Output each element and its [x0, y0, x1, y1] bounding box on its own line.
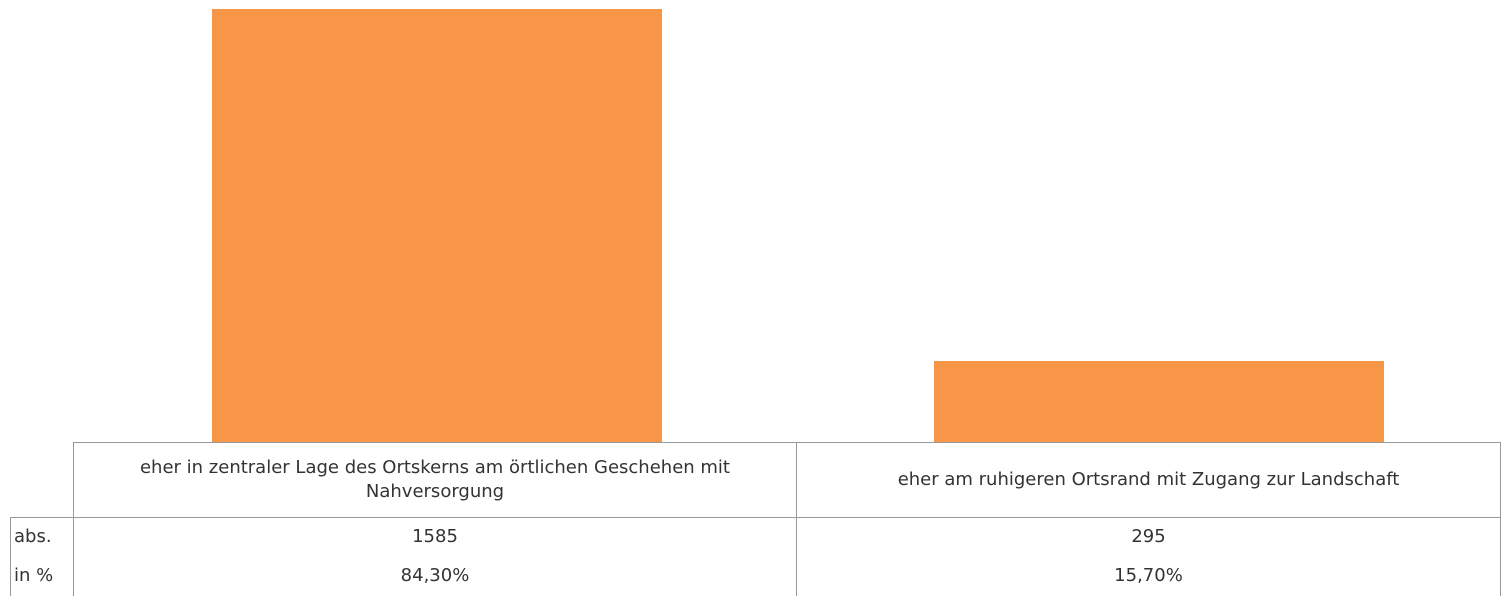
category-header: eher in zentraler Lage des Ortskerns am …: [73, 442, 796, 517]
row-label: abs.: [10, 517, 73, 556]
abs-value: 295: [796, 517, 1501, 556]
abs-value: 1585: [73, 517, 796, 556]
percent-value: 84,30%: [73, 556, 796, 596]
bar: [211, 9, 662, 442]
row-label: in %: [10, 556, 73, 596]
category-header: eher am ruhigeren Ortsrand mit Zugang zu…: [796, 442, 1501, 517]
percent-value: 15,70%: [796, 556, 1501, 596]
bar: [933, 361, 1384, 442]
